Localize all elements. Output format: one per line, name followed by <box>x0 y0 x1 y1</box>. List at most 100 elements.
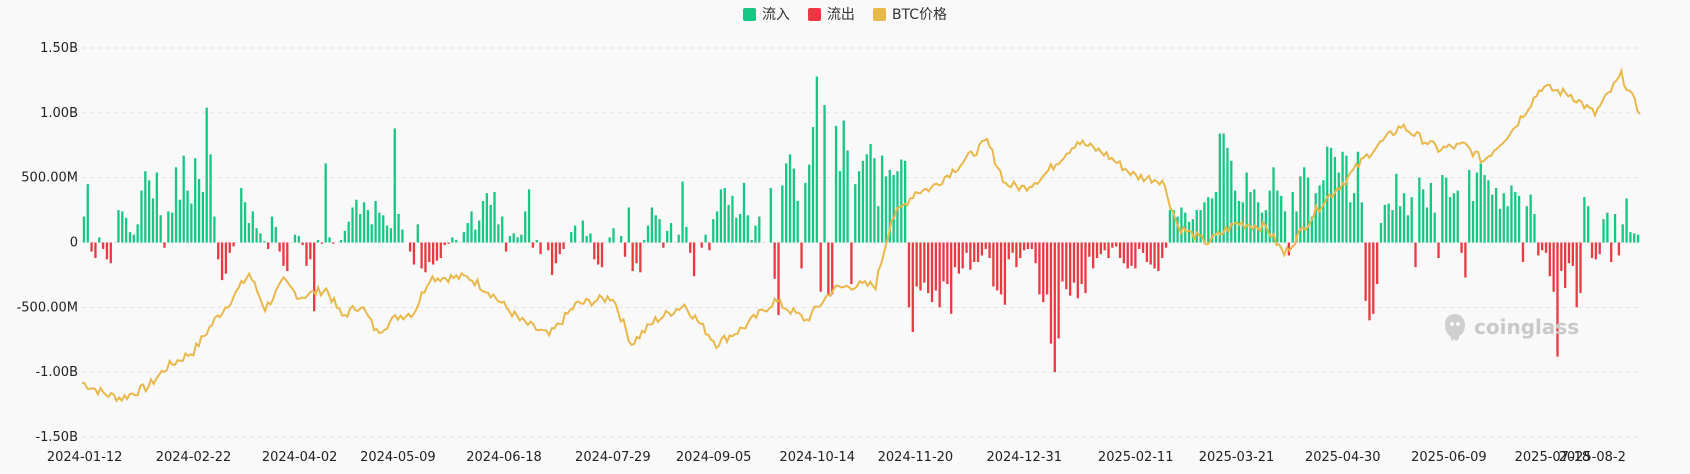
inflow-bar <box>535 239 538 243</box>
outflow-bar <box>662 242 665 248</box>
inflow-bar <box>466 223 469 243</box>
inflow-bar <box>201 191 205 243</box>
inflow-bar <box>1237 201 1241 243</box>
outflow-bar <box>827 242 830 296</box>
inflow-bar <box>1510 185 1513 243</box>
inflow-bar <box>512 233 515 243</box>
outflow-bar <box>930 242 934 303</box>
legend-item-inflow[interactable]: 流入 <box>742 4 790 24</box>
inflow-bar <box>865 154 868 243</box>
y-tick-label: -1.50B <box>35 430 78 445</box>
outflow-bar <box>938 242 941 308</box>
inflow-bar <box>731 195 734 243</box>
outflow-bar <box>1042 242 1045 303</box>
inflow-bar <box>1475 172 1479 243</box>
x-tick-label: 2024-06-18 <box>466 450 542 465</box>
inflow-bar <box>1441 175 1444 243</box>
outflow-bar <box>1019 242 1022 259</box>
inflow-bar <box>524 211 527 243</box>
inflow-bar <box>808 164 811 243</box>
inflow-bar <box>297 236 300 243</box>
outflow-bar <box>1145 242 1149 262</box>
inflow-bar <box>351 207 354 243</box>
outflow-bar <box>623 242 627 257</box>
inflow-bar <box>508 236 512 243</box>
inflow-bar <box>1180 207 1183 243</box>
outflow-bar <box>1076 242 1079 299</box>
outflow-bar <box>554 242 558 264</box>
outflow-bar <box>1571 242 1574 266</box>
x-tick-label: 2025-07-18 <box>1515 450 1591 465</box>
inflow-bar <box>796 201 799 243</box>
outflow-bar <box>942 242 945 282</box>
inflow-bar <box>140 190 143 243</box>
x-tick-label: 2025-04-30 <box>1305 450 1381 465</box>
inflow-bar <box>1498 208 1502 243</box>
x-tick-label: 2024-04-02 <box>262 450 338 465</box>
outflow-bar <box>969 242 972 270</box>
inflow-bar <box>520 234 523 243</box>
inflow-bar <box>1583 197 1586 243</box>
outflow-bar <box>961 242 964 269</box>
inflow-bar <box>1306 177 1310 243</box>
inflow-bar <box>685 226 688 243</box>
inflow-bar <box>182 155 185 243</box>
inflow-bar <box>704 234 707 243</box>
outflow-bar <box>558 242 561 255</box>
inflow-bar <box>1525 206 1528 243</box>
inflow-bar <box>792 168 795 243</box>
outflow-bar <box>332 242 335 244</box>
outflow-bar <box>550 242 554 275</box>
inflow-bar <box>727 204 730 243</box>
outflow-bar <box>635 242 638 264</box>
inflow-bar <box>240 188 243 243</box>
inflow-bar <box>1452 193 1456 243</box>
inflow-bar <box>838 171 842 243</box>
inflow-bar <box>374 201 377 243</box>
x-tick-label: 2025-02-11 <box>1098 450 1174 465</box>
outflow-bar <box>504 242 508 252</box>
inflow-bar <box>328 237 331 243</box>
inflow-bar <box>121 211 124 243</box>
y-tick-label: 0 <box>70 236 78 251</box>
inflow-bar <box>834 125 838 243</box>
outflow-bar <box>596 242 600 265</box>
outflow-bar <box>773 242 776 279</box>
x-tick-label: 2024-11-20 <box>878 450 954 465</box>
outflow-bar <box>1375 242 1379 284</box>
inflow-bar <box>270 216 274 243</box>
inflow-bar <box>393 128 396 243</box>
legend-item-btc-price[interactable]: BTC价格 <box>872 4 948 24</box>
outflow-bar <box>907 242 911 308</box>
legend-label-btc-price: BTC价格 <box>891 7 948 23</box>
outflow-bar <box>1575 242 1578 308</box>
inflow-bar <box>1326 146 1329 243</box>
legend-item-outflow[interactable]: 流出 <box>807 4 855 24</box>
inflow-bar <box>1341 151 1344 243</box>
x-tick-label: 2024-05-09 <box>360 450 436 465</box>
outflow-bar <box>777 242 780 316</box>
inflow-bar <box>1184 212 1187 243</box>
inflow-bar <box>462 232 465 243</box>
outflow-bar <box>923 242 926 283</box>
inflow-bar <box>366 210 370 243</box>
inflow-bar <box>1203 202 1206 243</box>
inflow-bar <box>627 207 630 243</box>
inflow-bar <box>209 154 212 243</box>
inflow-bar <box>1249 191 1252 243</box>
x-tick-label: 2025-08-2 <box>1559 450 1626 465</box>
inflow-bar <box>347 221 350 243</box>
outflow-bar <box>428 242 431 262</box>
inflow-swatch <box>742 7 756 21</box>
inflow-bar <box>1418 177 1421 243</box>
inflow-bar <box>1625 198 1628 243</box>
inflow-bar <box>82 216 86 243</box>
inflow-bar <box>1310 216 1314 243</box>
outflow-bar <box>408 242 412 252</box>
outflow-bar <box>1548 242 1551 277</box>
inflow-bar <box>719 189 723 243</box>
inflow-bar <box>746 215 749 243</box>
inflow-bar <box>416 224 419 243</box>
inflow-bar <box>581 220 584 243</box>
outflow-bar <box>1045 242 1049 295</box>
